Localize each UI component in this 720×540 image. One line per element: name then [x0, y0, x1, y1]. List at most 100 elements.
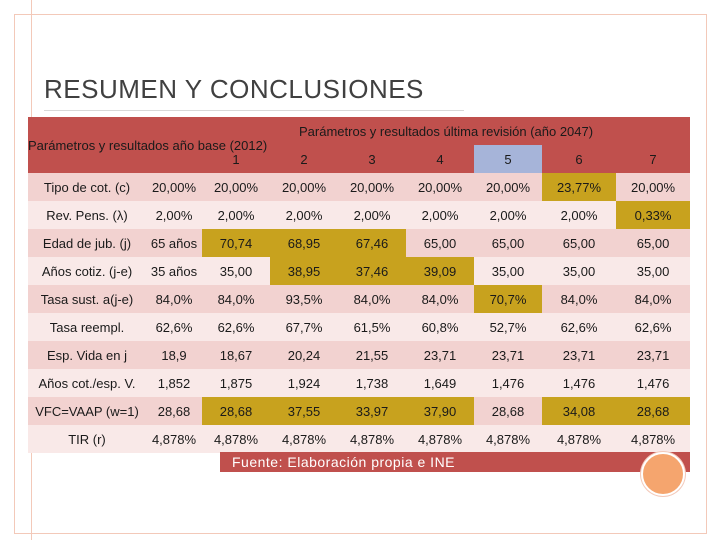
source-footer: Fuente: Elaboración propia e INE [220, 452, 690, 472]
cell-value: 2,00% [406, 201, 474, 229]
table-row: Años cotiz. (j-e) 35 años 35,00 38,95 37,46 3… [28, 257, 691, 285]
base-year-value: 2,00% [146, 201, 202, 229]
cell-value: 37,55 [270, 397, 338, 425]
column-header-5: 5 [474, 145, 542, 173]
cell-value: 20,00% [338, 173, 406, 201]
cell-value: 35,00 [202, 257, 270, 285]
base-year-value: 84,0% [146, 285, 202, 313]
row-label: Rev. Pens. (λ) [28, 201, 146, 229]
base-year-value: 18,9 [146, 341, 202, 369]
cell-value: 1,875 [202, 369, 270, 397]
cell-value: 35,00 [616, 257, 691, 285]
column-header-3: 3 [338, 145, 406, 173]
header-last-revision: Parámetros y resultados última revisión … [202, 117, 691, 145]
row-label: TIR (r) [28, 425, 146, 453]
base-year-value: 35 años [146, 257, 202, 285]
cell-value: 20,00% [406, 173, 474, 201]
cell-value: 70,74 [202, 229, 270, 257]
table-row: Años cot./esp. V. 1,852 1,875 1,924 1,738 1,6… [28, 369, 691, 397]
slide-title: RESUMEN Y CONCLUSIONES [44, 74, 424, 104]
cell-value: 84,0% [616, 285, 691, 313]
cell-value: 84,0% [338, 285, 406, 313]
cell-value: 1,476 [474, 369, 542, 397]
cell-value: 62,6% [616, 313, 691, 341]
cell-value: 28,68 [474, 397, 542, 425]
cell-value: 37,90 [406, 397, 474, 425]
cell-value: 33,97 [338, 397, 406, 425]
cell-value: 4,878% [202, 425, 270, 453]
cell-value: 1,924 [270, 369, 338, 397]
base-year-value: 1,852 [146, 369, 202, 397]
table-row: Esp. Vida en j 18,9 18,67 20,24 21,55 23,71 23… [28, 341, 691, 369]
base-year-value: 4,878% [146, 425, 202, 453]
cell-value: 62,6% [542, 313, 616, 341]
cell-value: 1,476 [616, 369, 691, 397]
cell-value: 67,46 [338, 229, 406, 257]
cell-value: 23,71 [474, 341, 542, 369]
table-row: Tasa sust. a(j-e) 84,0% 84,0% 93,5% 84,0% 84,… [28, 285, 691, 313]
cell-value: 4,878% [270, 425, 338, 453]
column-header-1: 1 [202, 145, 270, 173]
cell-value: 84,0% [542, 285, 616, 313]
cell-value: 20,00% [202, 173, 270, 201]
cell-value: 65,00 [474, 229, 542, 257]
cell-value: 84,0% [406, 285, 474, 313]
cell-value: 52,7% [474, 313, 542, 341]
header-base-year: Parámetros y resultados año base (2012) [28, 117, 267, 173]
cell-value: 2,00% [474, 201, 542, 229]
cell-value: 68,95 [270, 229, 338, 257]
cell-value: 20,24 [270, 341, 338, 369]
row-label: Tipo de cot. (c) [28, 173, 146, 201]
cell-value: 70,7% [474, 285, 542, 313]
cell-value: 62,6% [202, 313, 270, 341]
cell-value: 67,7% [270, 313, 338, 341]
cell-value: 65,00 [616, 229, 691, 257]
column-header-2: 2 [270, 145, 338, 173]
row-label: Tasa sust. a(j-e) [28, 285, 146, 313]
cell-value: 2,00% [270, 201, 338, 229]
row-label: Años cotiz. (j-e) [28, 257, 146, 285]
cell-value: 60,8% [406, 313, 474, 341]
cell-value: 20,00% [270, 173, 338, 201]
cell-value: 38,95 [270, 257, 338, 285]
cell-value: 35,00 [474, 257, 542, 285]
table-row: Rev. Pens. (λ) 2,00% 2,00% 2,00% 2,00% 2,00% 2… [28, 201, 691, 229]
cell-value: 23,71 [406, 341, 474, 369]
table-row: Edad de jub. (j) 65 años 70,74 68,95 67,46 65… [28, 229, 691, 257]
cell-value: 20,00% [474, 173, 542, 201]
cell-value: 4,878% [474, 425, 542, 453]
cell-value: 37,46 [338, 257, 406, 285]
cell-value: 23,71 [542, 341, 616, 369]
cell-value: 4,878% [338, 425, 406, 453]
decorative-circle [641, 452, 685, 496]
cell-value: 1,738 [338, 369, 406, 397]
cell-value: 34,08 [542, 397, 616, 425]
title-underline [44, 110, 464, 111]
base-year-value: 28,68 [146, 397, 202, 425]
base-year-value: 62,6% [146, 313, 202, 341]
cell-value: 23,71 [616, 341, 691, 369]
row-label: Tasa reempl. [28, 313, 146, 341]
row-label: Edad de jub. (j) [28, 229, 146, 257]
slide-frame [14, 14, 707, 534]
cell-value: 65,00 [406, 229, 474, 257]
cell-value: 28,68 [202, 397, 270, 425]
cell-value: 0,33% [616, 201, 691, 229]
cell-value: 93,5% [270, 285, 338, 313]
cell-value: 20,00% [616, 173, 691, 201]
cell-value: 1,649 [406, 369, 474, 397]
cell-value: 28,68 [616, 397, 691, 425]
table-row: VFC=VAAP (w=1) 28,68 28,68 37,55 33,97 37,90 2… [28, 397, 691, 425]
cell-value: 2,00% [202, 201, 270, 229]
cell-value: 61,5% [338, 313, 406, 341]
column-header-4: 4 [406, 145, 474, 173]
cell-value: 18,67 [202, 341, 270, 369]
cell-value: 35,00 [542, 257, 616, 285]
table-row: TIR (r) 4,878% 4,878% 4,878% 4,878% 4,878% 4,8… [28, 425, 691, 453]
cell-value: 23,77% [542, 173, 616, 201]
cell-value: 4,878% [542, 425, 616, 453]
table-row: Tasa reempl. 62,6% 62,6% 67,7% 61,5% 60,8% 52,… [28, 313, 691, 341]
row-label: VFC=VAAP (w=1) [28, 397, 146, 425]
cell-value: 39,09 [406, 257, 474, 285]
cell-value: 4,878% [406, 425, 474, 453]
